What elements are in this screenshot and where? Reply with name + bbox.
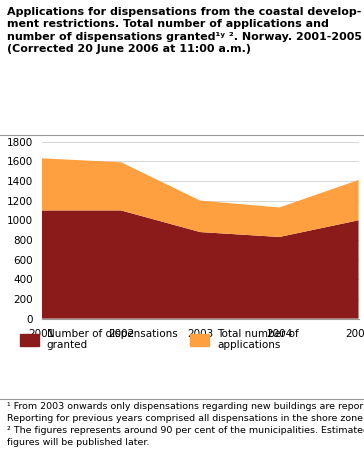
Text: Applications for dispensations from the coastal develop-
ment restrictions. Tota: Applications for dispensations from the … [7, 7, 362, 54]
Text: ¹ From 2003 onwards only dispensations regarding new buildings are reported.
Rep: ¹ From 2003 onwards only dispensations r… [7, 402, 364, 447]
Legend: Number of dispensations
granted, Total number of
applications: Number of dispensations granted, Total n… [20, 329, 299, 350]
